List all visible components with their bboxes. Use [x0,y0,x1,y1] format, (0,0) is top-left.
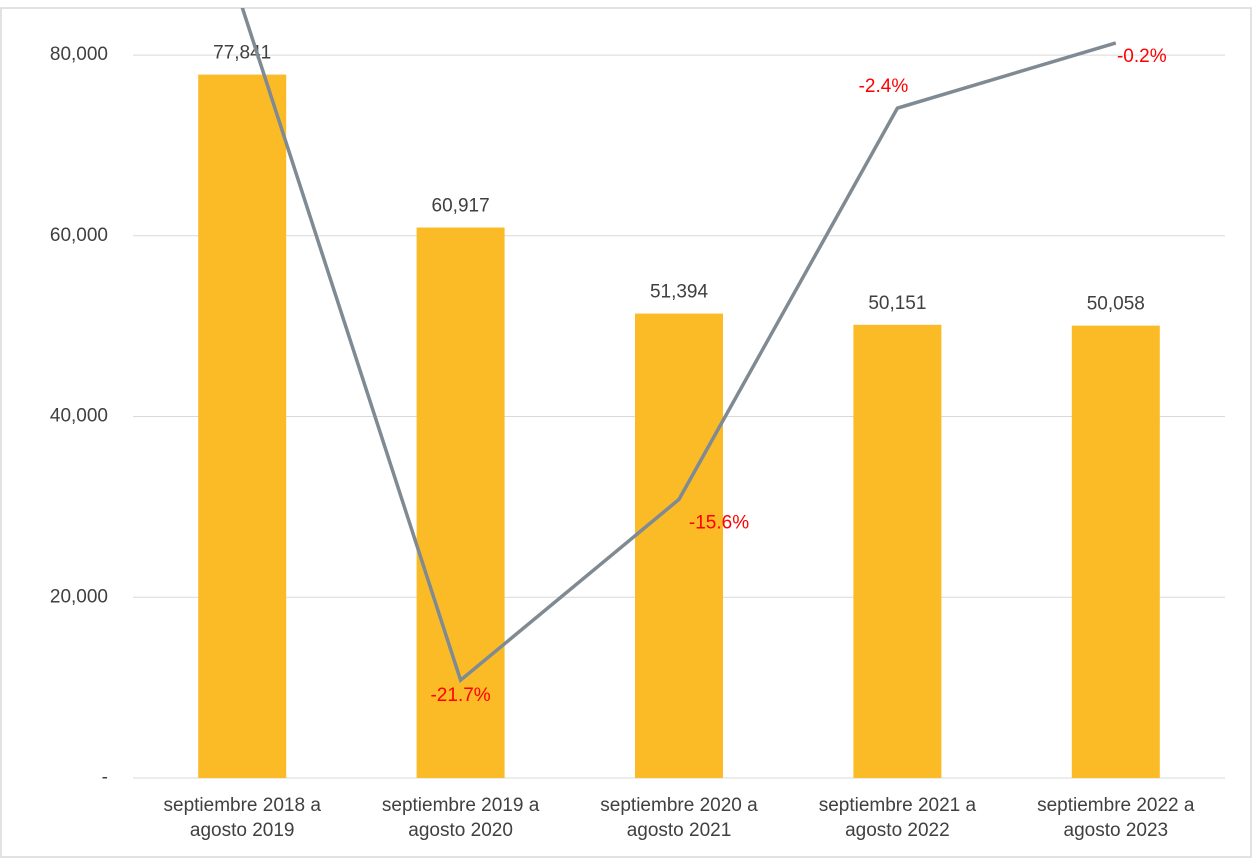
bar-value-label: 50,151 [868,293,926,314]
x-tick-label: septiembre 2020 a [600,795,758,816]
x-tick-label: agosto 2023 [1064,820,1169,841]
x-tick-label: septiembre 2018 a [164,795,322,816]
chart-border [0,7,1252,858]
y-tick-label: 40,000 [50,406,108,427]
line-value-label: -2.4% [859,76,909,97]
line-value-label: -0.2% [1117,46,1167,67]
bar [198,74,287,779]
x-tick-label: septiembre 2022 a [1037,795,1195,816]
y-tick-label: 80,000 [50,44,108,65]
line-value-label: -15.6% [689,512,749,533]
bar-value-label: 50,058 [1087,294,1145,315]
bar [1071,325,1160,778]
bar-value-label: 77,841 [213,43,271,64]
line-value-label: -21.7% [430,685,490,706]
bar [853,324,942,778]
x-tick-label: septiembre 2021 a [819,795,977,816]
y-tick-label: 20,000 [50,586,108,607]
x-tick-label: agosto 2021 [627,820,732,841]
x-tick-label: agosto 2019 [190,820,295,841]
x-tick-label: agosto 2020 [408,820,513,841]
x-tick-label: septiembre 2019 a [382,795,540,816]
y-tick-label: 60,000 [50,225,108,246]
bar-value-label: 60,917 [432,196,490,217]
bar [416,227,505,779]
x-tick-label: agosto 2022 [845,820,950,841]
line [240,8,1117,684]
bar-value-label: 51,394 [650,282,709,303]
bar [635,313,723,778]
y-tick-label: - [102,767,108,788]
